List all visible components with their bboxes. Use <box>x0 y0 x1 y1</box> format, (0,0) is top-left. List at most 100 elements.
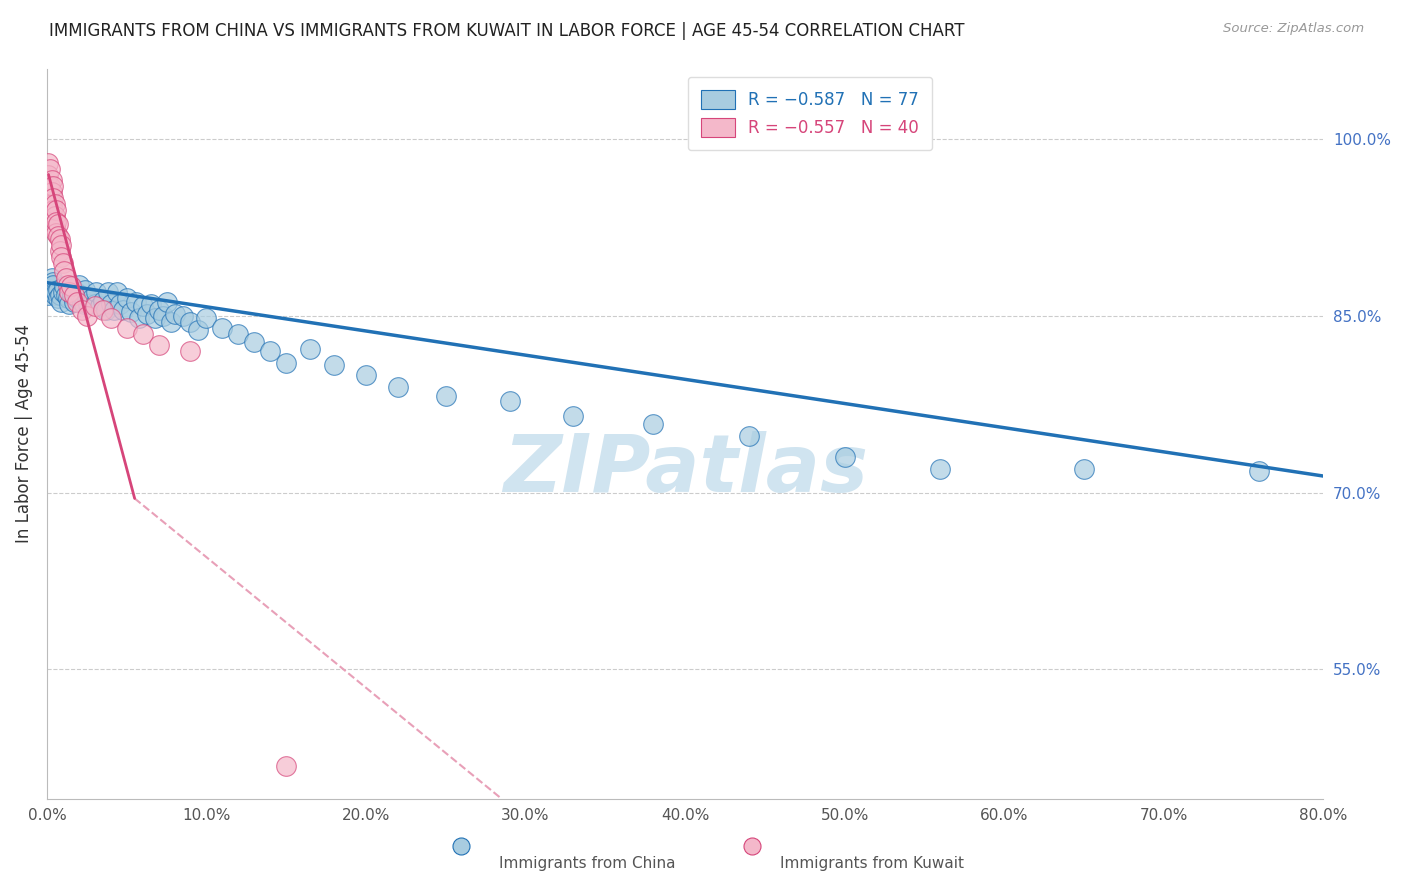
Point <box>37 155 59 169</box>
Point <box>128 311 150 326</box>
Point <box>1073 462 1095 476</box>
Point <box>58 285 80 300</box>
Point <box>75 283 97 297</box>
Point <box>42 179 65 194</box>
Point <box>63 287 86 301</box>
Point <box>37 287 59 301</box>
Point <box>110 297 132 311</box>
Point <box>387 379 409 393</box>
Point <box>56 291 79 305</box>
Point <box>66 291 89 305</box>
Point <box>39 282 62 296</box>
Point <box>41 279 63 293</box>
Point <box>46 228 69 243</box>
Point <box>83 300 105 314</box>
Point <box>276 356 298 370</box>
Point <box>91 302 114 317</box>
Point <box>46 283 69 297</box>
Point <box>179 315 201 329</box>
Point <box>80 291 103 305</box>
Point <box>46 291 69 305</box>
Point <box>1249 464 1271 478</box>
Point <box>44 197 66 211</box>
Point <box>323 359 346 373</box>
Point <box>299 342 322 356</box>
Point <box>195 311 218 326</box>
Point <box>103 302 125 317</box>
Point <box>259 344 281 359</box>
Point <box>148 302 170 317</box>
Point <box>39 161 62 176</box>
Point <box>45 227 67 241</box>
Point <box>58 297 80 311</box>
Point <box>45 285 67 300</box>
Point <box>70 294 93 309</box>
Point <box>450 838 472 853</box>
Point <box>738 429 761 443</box>
Point <box>72 297 94 311</box>
Text: Source: ZipAtlas.com: Source: ZipAtlas.com <box>1223 22 1364 36</box>
Point <box>91 293 114 308</box>
Point <box>51 238 73 252</box>
Text: IMMIGRANTS FROM CHINA VS IMMIGRANTS FROM KUWAIT IN LABOR FORCE | AGE 45-54 CORRE: IMMIGRANTS FROM CHINA VS IMMIGRANTS FROM… <box>49 22 965 40</box>
Point <box>83 297 105 311</box>
Point <box>152 309 174 323</box>
Point <box>67 278 90 293</box>
Legend: R = −0.587   N = 77, R = −0.557   N = 40: R = −0.587 N = 77, R = −0.557 N = 40 <box>688 77 932 151</box>
Point <box>44 220 66 235</box>
Point <box>112 302 135 317</box>
Point <box>741 838 763 853</box>
Point <box>41 185 63 199</box>
Point <box>86 285 108 300</box>
Y-axis label: In Labor Force | Age 45-54: In Labor Force | Age 45-54 <box>15 324 32 543</box>
Point <box>211 320 233 334</box>
Point <box>77 297 100 311</box>
Point <box>66 294 89 309</box>
Point <box>41 173 63 187</box>
Point <box>139 297 162 311</box>
Point <box>148 338 170 352</box>
Point <box>37 168 59 182</box>
Point <box>100 297 122 311</box>
Point <box>105 285 128 300</box>
Point <box>562 409 585 423</box>
Point <box>100 311 122 326</box>
Point <box>62 287 84 301</box>
Point <box>59 279 82 293</box>
Point <box>115 291 138 305</box>
Point <box>94 302 117 317</box>
Point <box>276 758 298 772</box>
Point <box>63 294 86 309</box>
Point <box>187 323 209 337</box>
Point <box>44 284 66 298</box>
Point <box>160 315 183 329</box>
Point <box>163 306 186 320</box>
Point <box>498 393 520 408</box>
Point <box>136 306 159 320</box>
Point <box>145 311 167 326</box>
Point <box>51 294 73 309</box>
Point <box>643 417 665 432</box>
Point <box>53 264 76 278</box>
Point <box>48 232 70 246</box>
Point <box>52 256 75 270</box>
Point <box>76 290 98 304</box>
Point <box>41 197 63 211</box>
Text: ZIPatlas: ZIPatlas <box>502 431 868 509</box>
Point <box>52 285 75 300</box>
Point <box>44 287 66 301</box>
Point <box>46 217 69 231</box>
Point <box>70 302 93 317</box>
Text: Immigrants from Kuwait: Immigrants from Kuwait <box>780 856 965 871</box>
Point <box>51 250 73 264</box>
Point <box>172 309 194 323</box>
Point <box>131 300 153 314</box>
Point <box>48 244 70 258</box>
Point <box>131 326 153 341</box>
Point <box>354 368 377 382</box>
Point <box>243 334 266 349</box>
Point <box>76 309 98 323</box>
Point <box>56 278 79 293</box>
Point <box>115 320 138 334</box>
Point <box>44 209 66 223</box>
